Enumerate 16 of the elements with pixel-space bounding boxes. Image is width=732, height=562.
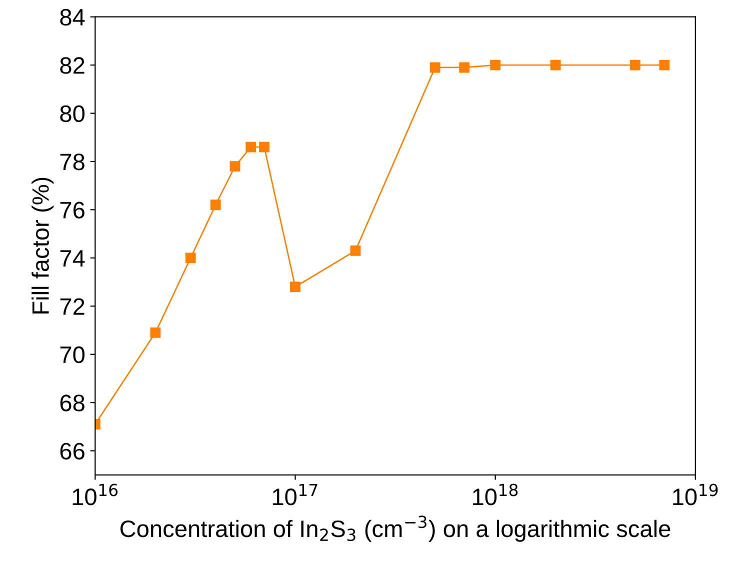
y-tick-label: 80 [60,105,85,122]
y-tick-label: 76 [60,202,84,218]
y-tick-label: 72 [60,298,84,315]
y-tick-label: 84 [60,8,85,26]
y-tick-label: 66 [60,442,84,460]
x-tick-label: 10$^{19}$ [673,484,718,506]
y-tick-label: 82 [60,57,84,74]
x-tick-label: 10$^{17}$ [272,484,318,506]
y-tick-label: 74 [60,250,85,266]
x-tick-label: 10$^{16}$ [72,484,118,506]
y-tick-label: 70 [60,346,85,364]
y-tick-label: 68 [60,394,84,412]
x-tick-label: 10$^{18}$ [473,484,518,506]
y-axis-title: Fill factor (%) [32,178,54,314]
x-axis-title: Concentration of In$_{2}$S$_{3}$ (cm$^{−3}$) on a logarithmic scale [120,516,670,542]
y-tick-label: 78 [60,154,84,170]
